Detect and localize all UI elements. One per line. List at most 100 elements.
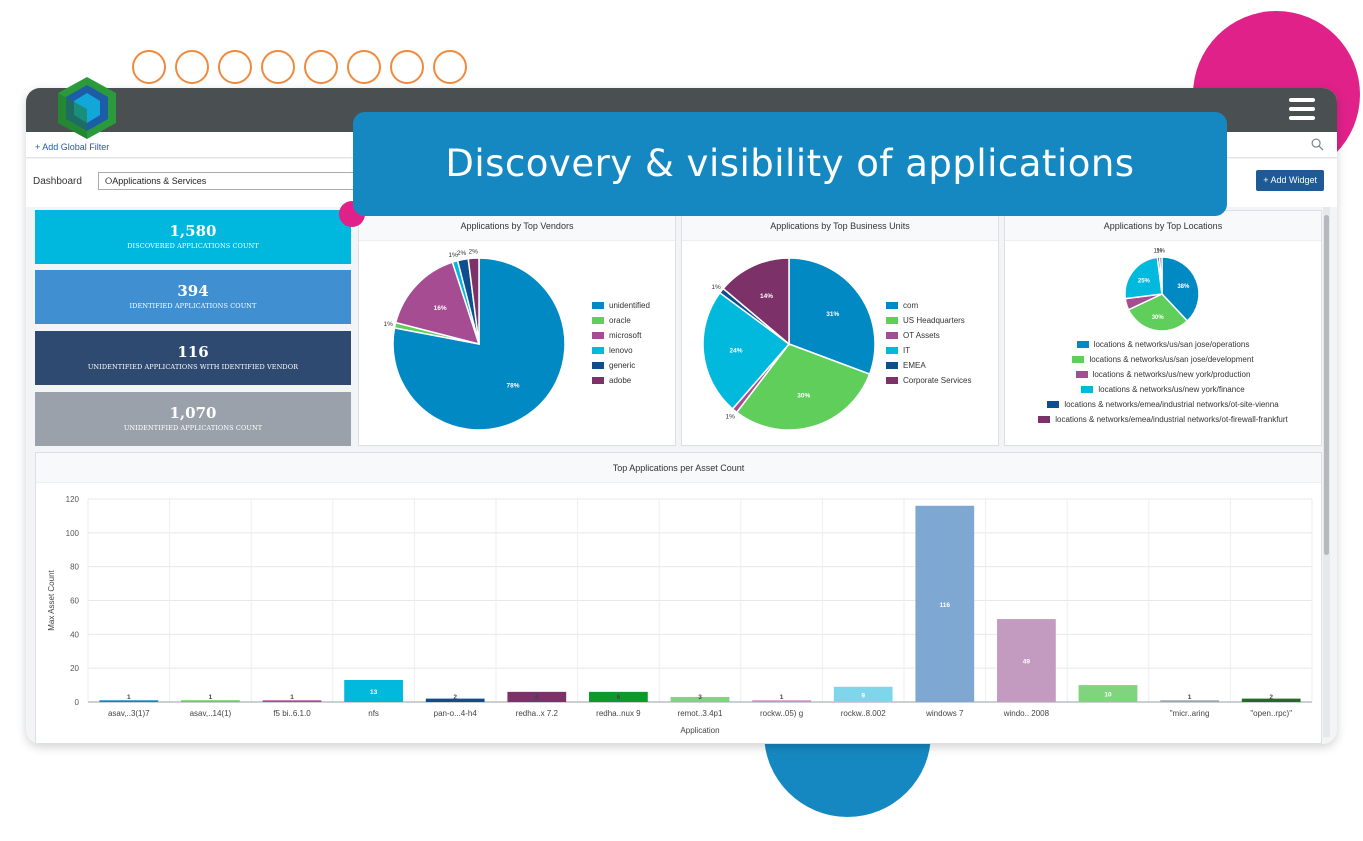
legend-item[interactable]: lenovo	[592, 343, 650, 358]
legend-label: locations & networks/us/new york/finance	[1098, 385, 1245, 394]
decorative-ring	[261, 50, 295, 84]
legend-item[interactable]: microsoft	[592, 328, 650, 343]
bar-value-label: 1	[127, 694, 131, 701]
bar[interactable]	[915, 505, 975, 702]
x-tick-label: asav,..3(1)7	[108, 709, 150, 718]
bar[interactable]	[262, 700, 322, 702]
legend-swatch	[592, 362, 604, 369]
bar[interactable]	[589, 691, 648, 702]
pie-slice[interactable]	[735, 343, 871, 431]
pie-slice-label: 1%	[448, 252, 458, 259]
legend-item[interactable]: locations & networks/us/new york/product…	[1005, 367, 1321, 382]
bar[interactable]	[670, 696, 730, 702]
legend-item[interactable]: locations & networks/emea/industrial net…	[1005, 397, 1321, 412]
add-widget-button[interactable]: + Add Widget	[1256, 170, 1324, 191]
legend-item[interactable]: US Headquarters	[886, 313, 971, 328]
bar-value-label: 2	[453, 694, 457, 701]
x-tick-label: f5 bi..6.1.0	[273, 709, 311, 718]
bar[interactable]	[1078, 685, 1138, 702]
vendors-pie-chart: 78%1%16%1% 2% 2%	[384, 249, 566, 431]
y-tick-label: 20	[70, 664, 79, 673]
bar[interactable]	[99, 700, 159, 702]
legend-swatch	[592, 317, 604, 324]
y-tick-label: 120	[66, 495, 80, 504]
x-tick-label: "micr..aring	[1170, 709, 1210, 718]
bar[interactable]	[997, 619, 1056, 702]
legend-label: microsoft	[609, 331, 642, 340]
legend-item[interactable]: locations & networks/us/san jose/operati…	[1005, 337, 1321, 352]
pie-slice[interactable]	[1158, 256, 1163, 295]
legend-item[interactable]: unidentified	[592, 298, 650, 313]
top-apps-bar-chart: 0 20 40 60 80 100 120 1 asav,..3(1)7 1 asav,..14(1…	[47, 495, 1313, 735]
pie-slice[interactable]	[467, 257, 480, 345]
locations-pie-chart: 38%30%25%1%1%	[1124, 249, 1200, 332]
y-tick-label: 60	[70, 597, 79, 606]
decorative-ring	[433, 50, 467, 84]
legend-item[interactable]: oracle	[592, 313, 650, 328]
bar[interactable]	[1160, 700, 1219, 702]
pie-slice[interactable]	[1124, 256, 1163, 300]
bar[interactable]	[833, 686, 893, 702]
pie-slice[interactable]	[722, 257, 790, 346]
stat-value: 1,070	[169, 404, 217, 422]
pie-slice[interactable]	[1161, 256, 1200, 323]
dashboard-select[interactable]: ⭘Applications & Services	[98, 172, 368, 190]
legend-item[interactable]: com	[886, 298, 971, 313]
stat-label: DISCOVERED APPLICATIONS COUNT	[127, 242, 259, 250]
business-units-pie-chart: 31% 30% 1% 24% 1% 14%	[702, 257, 876, 431]
bar[interactable]	[425, 698, 485, 702]
x-tick-label: pan-o...4-h4	[434, 709, 478, 718]
x-tick-label: "open..rpc)"	[1250, 709, 1292, 718]
pie-slice-label: 1%	[711, 284, 721, 291]
pie-slice-label: 30%	[1152, 315, 1165, 321]
legend-label: adobe	[609, 376, 632, 385]
legend-swatch	[886, 302, 898, 309]
legend-item[interactable]: Corporate Services	[886, 373, 971, 388]
x-tick-label: asav,..14(1)	[190, 709, 232, 718]
legend-label: US Headquarters	[903, 316, 965, 325]
legend-swatch	[592, 302, 604, 309]
legend-item[interactable]: locations & networks/emea/industrial net…	[1005, 412, 1321, 427]
legend-item[interactable]: adobe	[592, 373, 650, 388]
bar[interactable]	[1241, 698, 1301, 702]
pie-slice-label: 2%	[468, 249, 478, 256]
bar-value-label: 13	[370, 689, 378, 696]
pie-slice-label: 30%	[797, 393, 810, 400]
stat-card-unidentified[interactable]: 1,070 UNIDENTIFIED APPLICATIONS COUNT	[35, 392, 351, 446]
scrollbar-thumb[interactable]	[1324, 215, 1329, 555]
business-units-pie-legend: com US Headquarters OT Assets IT EMEA Corpora…	[886, 298, 971, 388]
bar-value-label: 6	[535, 694, 539, 701]
brand-logo-icon	[58, 77, 116, 139]
stat-card-discovered[interactable]: 1,580 DISCOVERED APPLICATIONS COUNT	[35, 210, 351, 264]
legend-label: unidentified	[609, 301, 650, 310]
bar[interactable]	[507, 691, 567, 702]
legend-item[interactable]: IT	[886, 343, 971, 358]
bar[interactable]	[181, 700, 240, 702]
pie-slice[interactable]	[702, 291, 791, 410]
decorative-ring	[390, 50, 424, 84]
legend-item[interactable]: generic	[592, 358, 650, 373]
bar[interactable]	[344, 680, 403, 702]
x-tick-label: windo.. 2008	[1003, 709, 1050, 718]
stat-card-unidentified-with-vendor[interactable]: 116 UNIDENTIFIED APPLICATIONS WITH IDENT…	[35, 331, 351, 385]
legend-item[interactable]: OT Assets	[886, 328, 971, 343]
decorative-ring	[304, 50, 338, 84]
search-icon[interactable]	[1311, 138, 1324, 151]
legend-item[interactable]: locations & networks/us/san jose/develop…	[1005, 352, 1321, 367]
pie-slice[interactable]	[788, 257, 876, 376]
legend-label: generic	[609, 361, 636, 370]
legend-item[interactable]: locations & networks/us/new york/finance	[1005, 382, 1321, 397]
x-tick-label: redha..nux 9	[596, 709, 641, 718]
stat-card-identified[interactable]: 394 IDENTIFIED APPLICATIONS COUNT	[35, 270, 351, 324]
pie-slice-label: 1%	[726, 414, 736, 421]
pie-slice[interactable]	[392, 257, 566, 431]
pie-slice[interactable]	[394, 261, 481, 346]
bar-value-label: 2	[1269, 694, 1273, 701]
menu-icon[interactable]	[1289, 98, 1315, 122]
page-scrollbar[interactable]	[1323, 207, 1330, 737]
legend-item[interactable]: EMEA	[886, 358, 971, 373]
bar[interactable]	[752, 700, 811, 702]
pie-slice-label: 31%	[826, 311, 839, 318]
add-global-filter-link[interactable]: + Add Global Filter	[35, 142, 110, 152]
top-apps-bar-panel: Top Applications per Asset Count 0 20 40 60…	[35, 452, 1322, 744]
